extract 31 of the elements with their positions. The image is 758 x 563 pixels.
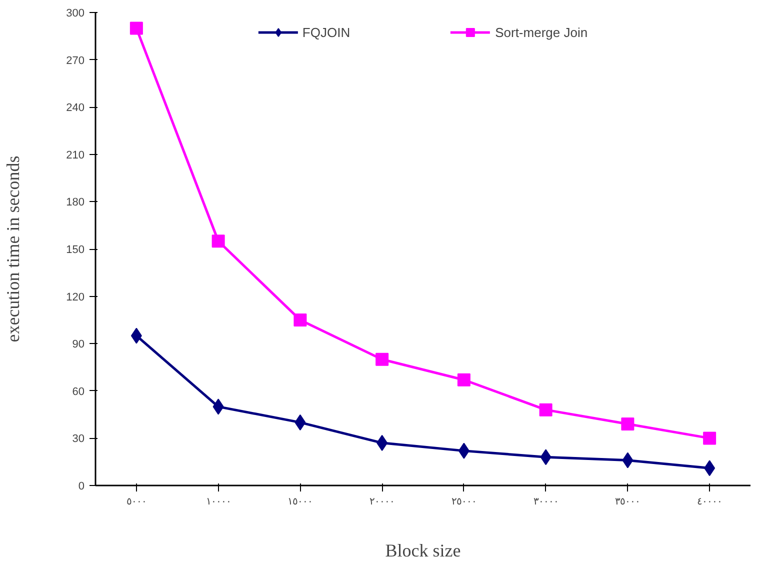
y-tick-label: 90	[72, 338, 85, 351]
x-tick-label: ١٥٠٠٠	[288, 496, 313, 508]
point	[703, 432, 716, 445]
point	[212, 234, 225, 248]
point	[457, 373, 470, 386]
legend-label: FQJOIN	[302, 24, 350, 40]
y-axis-title: execution time in seconds	[3, 156, 24, 342]
y-tick-label: 60	[72, 386, 85, 398]
y-tick-label: 150	[66, 244, 85, 256]
y-tick-label: 270	[66, 54, 85, 67]
x-tick-label: ٢٠٠٠٠	[370, 496, 395, 508]
x-tick-label: ٤٠٠٠٠	[697, 496, 722, 508]
y-tick-label: 240	[66, 102, 85, 114]
x-tick-label: ٣٠٠٠٠	[533, 496, 558, 508]
legend-label: Sort-merge Join	[495, 24, 588, 40]
point	[294, 313, 307, 326]
y-tick-label: 210	[66, 149, 85, 162]
x-axis-title: Block size	[385, 540, 461, 560]
point	[621, 418, 634, 431]
y-tick-label: 30	[72, 433, 85, 446]
point	[539, 403, 552, 416]
x-tick-label: ٥٠٠٠	[126, 496, 146, 508]
y-tick-label: 120	[66, 291, 85, 304]
y-tick-label: 300	[66, 8, 85, 20]
x-tick-label: ١٠٠٠٠	[206, 496, 231, 508]
y-tick-label: 0	[78, 480, 85, 492]
x-tick-label: ٢٥٠٠٠	[451, 496, 476, 508]
y-tick-label: 180	[66, 196, 85, 209]
x-tick-label: ٣٥٠٠٠	[615, 496, 640, 508]
point	[376, 352, 389, 366]
point	[130, 22, 143, 35]
